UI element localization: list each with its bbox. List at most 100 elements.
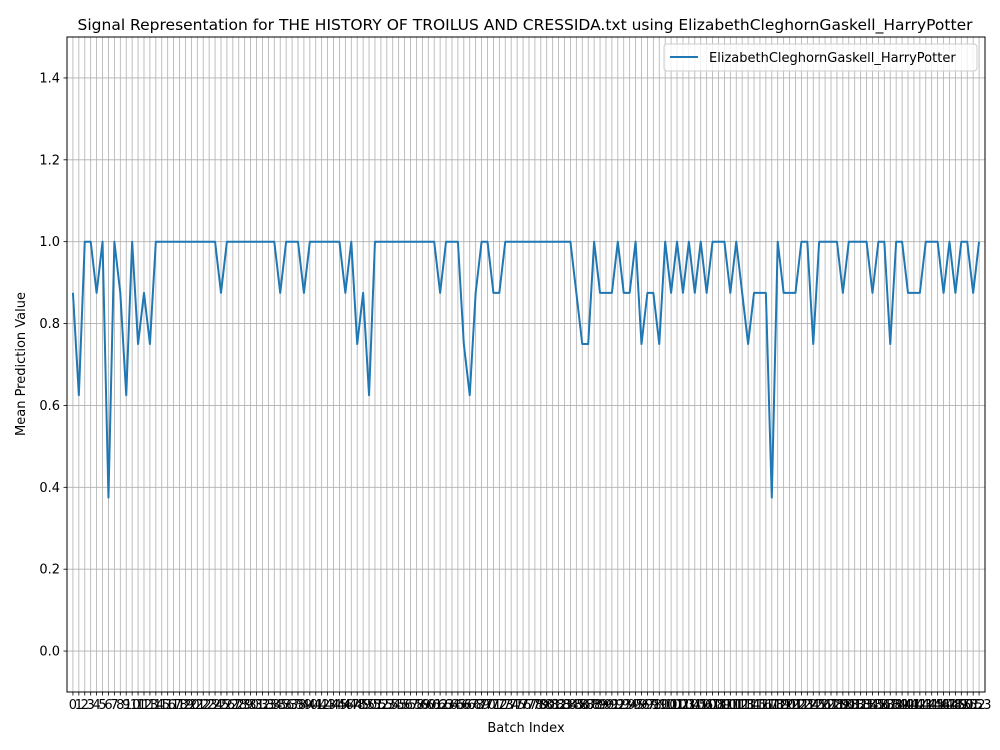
x-tick-label: 21 (189, 698, 206, 713)
x-tick-label: 108 (700, 698, 725, 713)
legend-box (663, 43, 978, 72)
x-tick-label: 7 (110, 698, 118, 713)
x-tick-label: 63 (438, 698, 455, 713)
x-tick-label: 142 (902, 698, 927, 713)
x-tick-label: 70 (479, 698, 496, 713)
x-tick-label: 75 (509, 698, 526, 713)
x-tick-label: 73 (497, 698, 514, 713)
x-tick-label: 44 (325, 698, 342, 713)
x-tick-label: 128 (819, 698, 844, 713)
x-tick-label: 118 (759, 698, 784, 713)
x-tick-label: 6 (104, 698, 112, 713)
x-tick-label: 34 (266, 698, 283, 713)
x-tick-label: 29 (236, 698, 253, 713)
x-tick-label: 68 (467, 698, 484, 713)
x-tick-label: 69 (473, 698, 490, 713)
x-tick-label: 15 (153, 698, 170, 713)
x-tick-label: 72 (491, 698, 508, 713)
x-tick-label: 152 (961, 698, 986, 713)
x-tick-label: 105 (682, 698, 707, 713)
x-tick-label: 24 (207, 698, 224, 713)
x-tick-label: 110 (712, 698, 737, 713)
y-ticks: 0.0 0.2 0.4 0.6 0.8 1.0 1.2 1.4 (39, 71, 67, 660)
x-tick-label: 35 (272, 698, 289, 713)
x-tick-label: 100 (653, 698, 678, 713)
y-tick-label: 0.2 (39, 563, 60, 578)
x-tick-label: 136 (866, 698, 891, 713)
x-tick-label: 26 (219, 698, 236, 713)
x-tick-label: 83 (556, 698, 573, 713)
x-tick-label: 77 (521, 698, 538, 713)
x-tick-label: 153 (967, 698, 992, 713)
x-tick-label: 39 (296, 698, 313, 713)
y-tick-label: 0.8 (39, 317, 60, 332)
x-tick-label: 121 (777, 698, 802, 713)
x-tick-label: 140 (890, 698, 915, 713)
x-tick-label: 111 (718, 698, 743, 713)
x-tick-label: 126 (807, 698, 832, 713)
x-tick-label: 0 (69, 698, 77, 713)
x-tick-label: 40 (302, 698, 319, 713)
x-tick-label: 120 (771, 698, 796, 713)
x-tick-label: 62 (432, 698, 449, 713)
x-tick-label: 132 (842, 698, 867, 713)
x-tick-label: 138 (878, 698, 903, 713)
x-tick-label: 144 (913, 698, 938, 713)
x-tick-label: 1 (75, 698, 83, 713)
x-tick-label: 131 (836, 698, 861, 713)
x-tick-label: 90 (598, 698, 615, 713)
x-tick-label: 66 (456, 698, 473, 713)
x-tick-label: 32 (254, 698, 271, 713)
x-tick-label: 59 (414, 698, 431, 713)
x-tick-label: 46 (337, 698, 354, 713)
x-tick-label: 115 (742, 698, 767, 713)
x-tick-label: 98 (645, 698, 662, 713)
x-tick-label: 133 (848, 698, 873, 713)
x-tick-label: 117 (753, 698, 778, 713)
x-tick-label: 137 (872, 698, 897, 713)
legend-label: ElizabethCleghornGaskell_HarryPotter (709, 51, 956, 66)
x-tick-label: 28 (230, 698, 247, 713)
x-tick-label: 58 (408, 698, 425, 713)
x-tick-label: 61 (426, 698, 443, 713)
x-tick-label: 101 (659, 698, 684, 713)
x-tick-label: 17 (165, 698, 182, 713)
x-axis-label: Batch Index (487, 721, 565, 736)
x-tick-label: 45 (331, 698, 348, 713)
y-axis-label: Mean Prediction Value (14, 292, 29, 436)
x-tick-label: 13 (142, 698, 159, 713)
x-tick-label: 38 (290, 698, 307, 713)
x-tick-label: 112 (724, 698, 749, 713)
x-tick-label: 127 (813, 698, 838, 713)
x-tick-label: 30 (242, 698, 259, 713)
x-tick-label: 95 (627, 698, 644, 713)
legend: ElizabethCleghornGaskell_HarryPotter (663, 43, 978, 72)
x-tick-label: 14 (148, 698, 165, 713)
x-tick-label: 123 (789, 698, 814, 713)
x-tick-label: 82 (550, 698, 567, 713)
series-layer (71, 240, 981, 499)
x-tick-label: 55 (390, 698, 407, 713)
x-tick-label: 60 (420, 698, 437, 713)
x-tick-label: 134 (854, 698, 879, 713)
x-tick-label: 9 (122, 698, 130, 713)
x-tick-label: 23 (201, 698, 218, 713)
x-tick-label: 10 (124, 698, 141, 713)
x-tick-label: 96 (633, 698, 650, 713)
x-tick-label: 3 (87, 698, 95, 713)
x-tick-label: 149 (943, 698, 968, 713)
x-tick-label: 147 (931, 698, 956, 713)
x-tick-label: 33 (260, 698, 277, 713)
x-tick-label: 129 (825, 698, 850, 713)
x-tick-label: 11 (130, 698, 147, 713)
x-tick-label: 67 (461, 698, 478, 713)
x-tick-label: 18 (171, 698, 188, 713)
x-tick-label: 74 (503, 698, 520, 713)
x-tick-label: 50 (361, 698, 378, 713)
y-tick-label: 1.0 (39, 235, 60, 250)
x-tick-label: 41 (307, 698, 324, 713)
series-line (71, 240, 981, 499)
x-tick-label: 47 (343, 698, 360, 713)
x-tick-label: 65 (450, 698, 467, 713)
